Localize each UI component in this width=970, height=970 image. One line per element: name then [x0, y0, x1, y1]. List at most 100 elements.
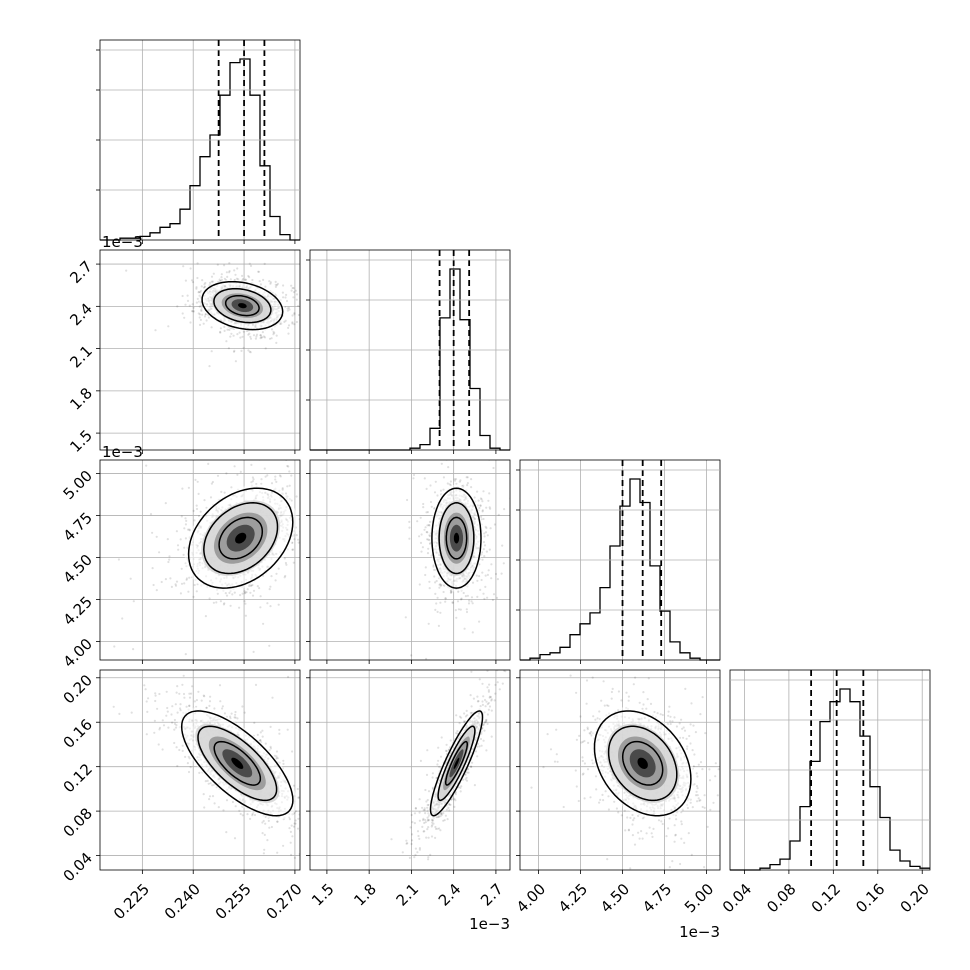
- sample-point: [191, 303, 194, 306]
- sample-point: [211, 480, 214, 484]
- sample-point: [219, 600, 222, 603]
- sample-point: [204, 615, 207, 618]
- sample-point: [295, 298, 298, 301]
- sample-point: [269, 747, 272, 750]
- sample-point: [244, 278, 247, 281]
- sample-point: [228, 271, 231, 274]
- sample-point: [151, 531, 154, 534]
- sample-point: [238, 606, 241, 609]
- sample-point: [234, 716, 237, 719]
- sample-point: [428, 539, 431, 542]
- sample-point: [485, 526, 488, 530]
- sample-point: [246, 588, 249, 591]
- sample-point: [195, 287, 198, 290]
- sample-point: [225, 799, 229, 802]
- sample-point: [196, 480, 199, 483]
- sample-point: [207, 782, 210, 785]
- sample-point: [184, 537, 187, 540]
- sample-point: [236, 473, 239, 476]
- sample-point: [196, 262, 199, 265]
- sample-point: [429, 484, 432, 487]
- sample-point: [493, 523, 496, 526]
- sample-point: [446, 482, 449, 485]
- sample-point: [484, 574, 487, 577]
- sample-point: [264, 475, 267, 478]
- sample-point: [200, 666, 202, 668]
- sample-point: [465, 610, 469, 614]
- sample-point: [311, 503, 313, 505]
- sample-point: [438, 583, 441, 586]
- sample-point: [297, 313, 300, 317]
- sample-point: [294, 289, 297, 292]
- contour-line: [201, 280, 284, 331]
- sample-point: [435, 602, 438, 605]
- sample-point: [275, 334, 278, 337]
- sample-point: [284, 319, 287, 322]
- sample-point: [271, 696, 274, 699]
- sample-point: [336, 491, 338, 493]
- sample-point: [182, 692, 186, 696]
- sample-point: [256, 585, 259, 588]
- sample-point: [220, 278, 224, 281]
- sample-point: [293, 538, 296, 541]
- sample-point: [208, 700, 212, 703]
- sample-point: [288, 308, 291, 311]
- sample-point: [423, 477, 426, 480]
- sample-point: [476, 490, 479, 493]
- sample-point: [203, 315, 207, 318]
- sample-point: [487, 499, 490, 502]
- histogram-panel-1: [96, 39, 301, 244]
- sample-point: [455, 616, 458, 619]
- sample-point: [213, 707, 216, 710]
- sample-point: [442, 488, 445, 491]
- sample-point: [342, 447, 344, 449]
- sample-point: [164, 578, 167, 581]
- sample-point: [434, 592, 437, 596]
- sample-point: [440, 583, 443, 587]
- sample-point: [255, 482, 258, 486]
- sample-point: [151, 567, 154, 570]
- sample-point: [439, 611, 442, 614]
- sample-point: [195, 301, 198, 304]
- sample-point: [154, 699, 157, 703]
- sample-point: [181, 312, 184, 315]
- sample-point: [247, 333, 250, 336]
- sample-point: [155, 589, 158, 592]
- sample-point: [207, 316, 210, 319]
- sample-point: [479, 588, 482, 592]
- sample-point: [274, 478, 277, 481]
- sample-point: [426, 531, 429, 534]
- sample-point: [250, 463, 253, 466]
- sample-point: [259, 337, 262, 340]
- sample-point: [484, 585, 487, 589]
- sample-point: [263, 336, 267, 339]
- sample-point: [243, 592, 246, 595]
- sample-point: [249, 264, 253, 267]
- sample-point: [233, 465, 236, 468]
- sample-point: [281, 488, 284, 491]
- sample-point: [199, 318, 202, 321]
- sample-point: [223, 329, 226, 332]
- sample-point: [226, 328, 229, 331]
- sample-point: [251, 594, 255, 597]
- sample-point: [213, 458, 215, 460]
- sample-point: [243, 590, 246, 593]
- sample-point: [465, 608, 468, 611]
- sample-point: [490, 687, 492, 689]
- sample-point: [195, 507, 199, 511]
- sample-point: [490, 563, 493, 566]
- sample-point: [281, 291, 284, 294]
- sample-point: [457, 608, 460, 611]
- sample-point: [249, 351, 252, 354]
- sample-point: [285, 563, 288, 566]
- sample-point: [251, 476, 254, 479]
- sample-point: [287, 332, 290, 335]
- sample-point: [300, 305, 302, 307]
- sample-point: [235, 277, 238, 280]
- sample-point: [307, 444, 309, 446]
- sample-point: [267, 819, 270, 823]
- sample-point: [179, 703, 182, 706]
- sample-point: [478, 620, 481, 623]
- sample-point: [497, 513, 500, 516]
- sample-point: [191, 281, 195, 284]
